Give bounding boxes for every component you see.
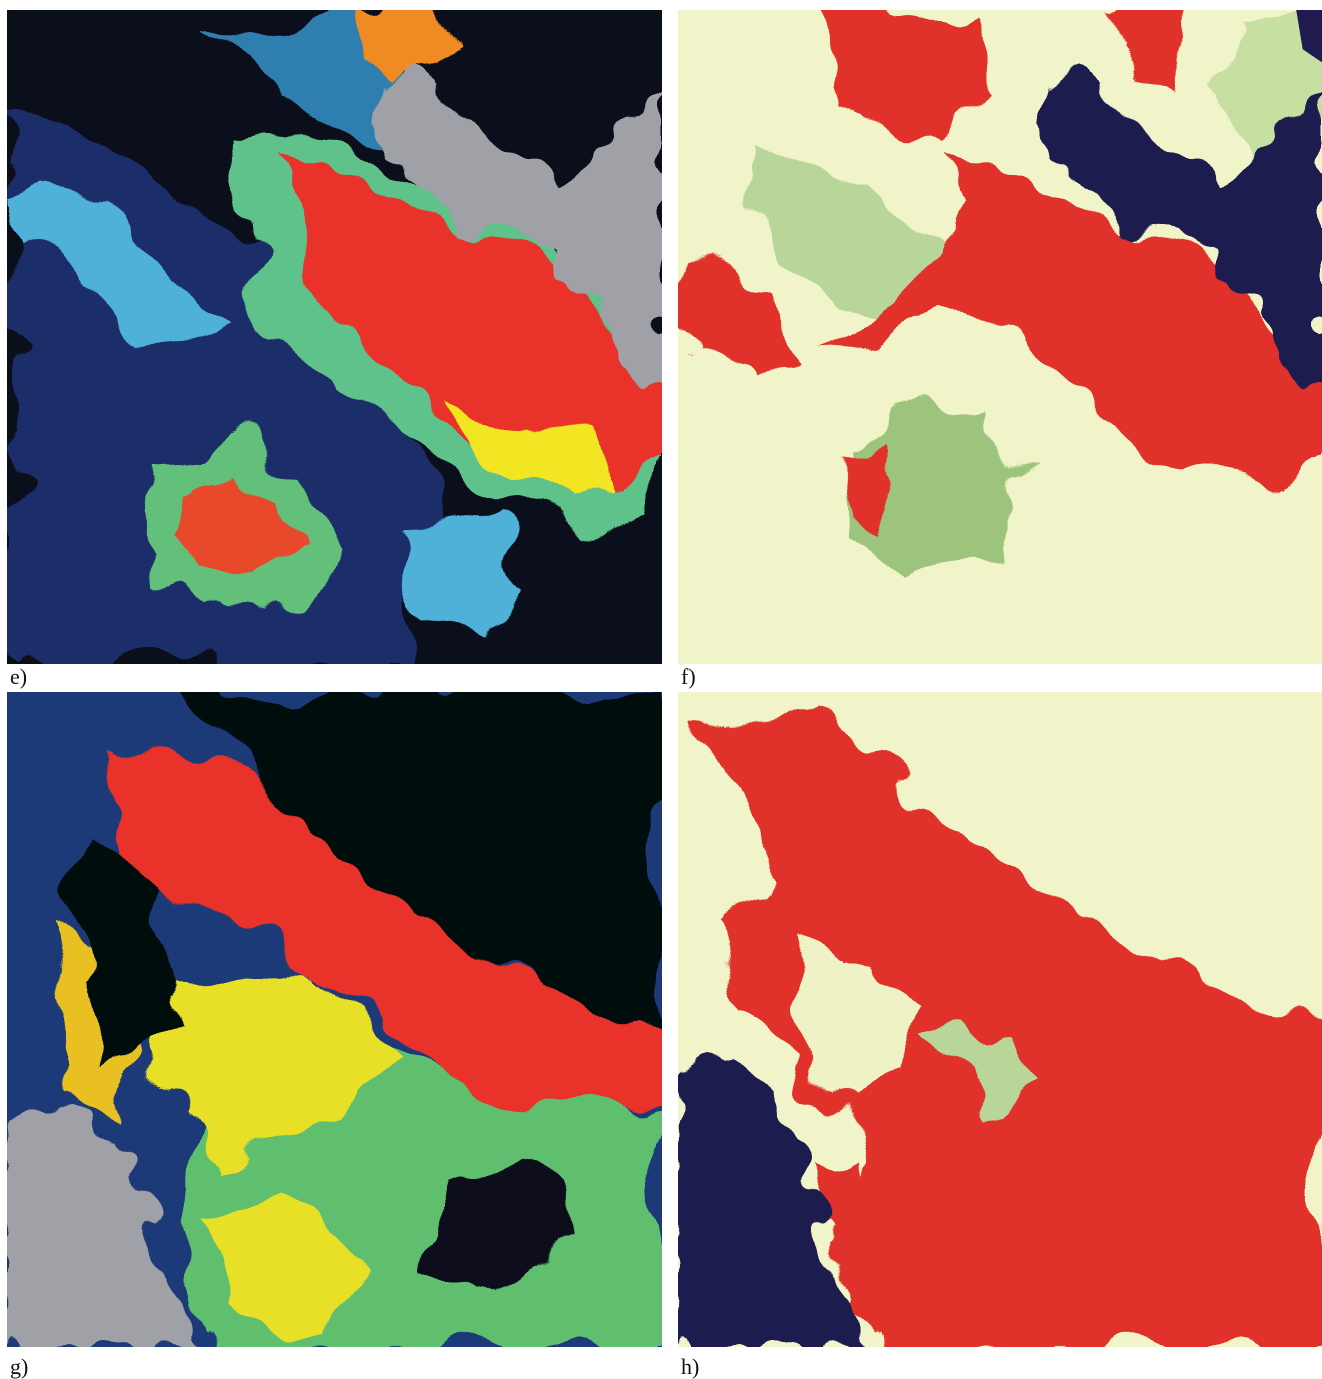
map-panel-g	[7, 692, 662, 1347]
map-panel-f	[678, 10, 1322, 664]
map-panel-h	[678, 692, 1322, 1347]
panel-label: e)	[10, 666, 27, 688]
panel-label: h)	[681, 1356, 699, 1378]
panel-label: g)	[10, 1356, 28, 1378]
figure: e) f) g) h) (() => { const data = JSON.p…	[0, 0, 1322, 1379]
panel-label: f)	[681, 666, 696, 688]
map-panel-e	[7, 10, 662, 664]
